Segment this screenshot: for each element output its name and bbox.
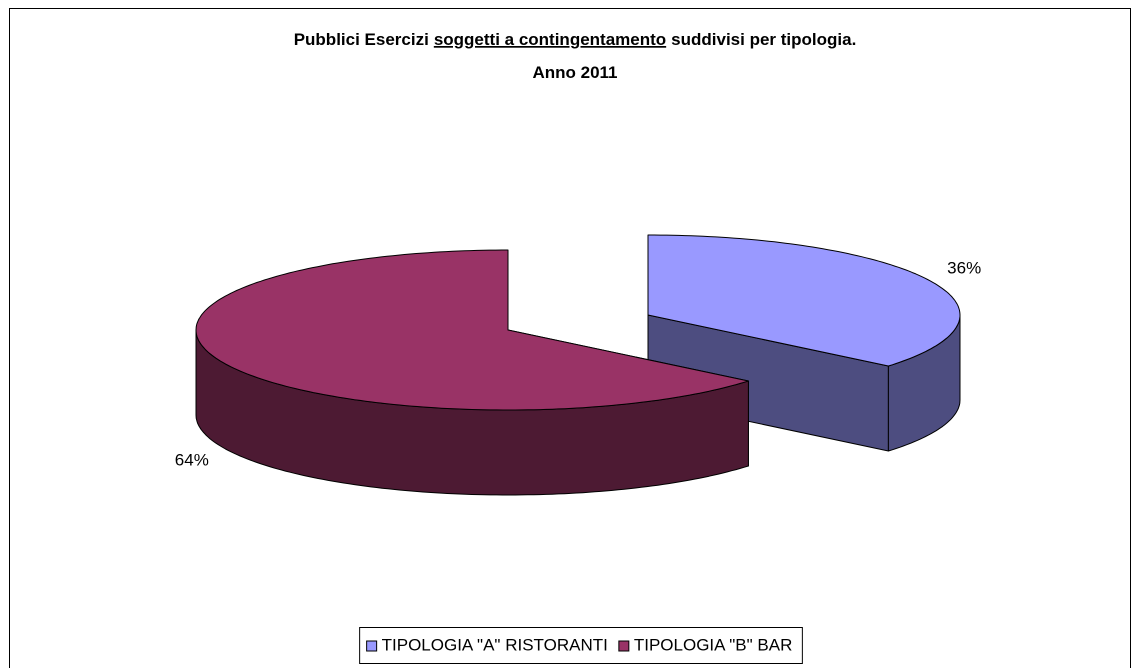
legend: TIPOLOGIA "A" RISTORANTI TIPOLOGIA "B" BA… [359,627,803,664]
slice [647,234,961,367]
legend-label: TIPOLOGIA "A" RISTORANTI [382,635,608,654]
data-label: 64% [175,450,209,469]
chart-frame [9,8,1131,668]
chart-title: Pubblici Esercizi soggetti a contingentam… [294,30,857,49]
legend-swatch [366,640,378,652]
legend-label: TIPOLOGIA "B" BAR [634,635,793,654]
data-label: 36% [947,259,981,278]
legend-box [359,627,803,664]
title-part: soggetti a contingentamento [434,30,666,49]
chart-subtitle: Anno 2011 [532,63,617,82]
legend-swatch [618,640,630,652]
slice [195,249,749,411]
title-part: Pubblici Esercizi [294,30,429,49]
title-part: suddivisi per tipologia. [671,30,856,49]
